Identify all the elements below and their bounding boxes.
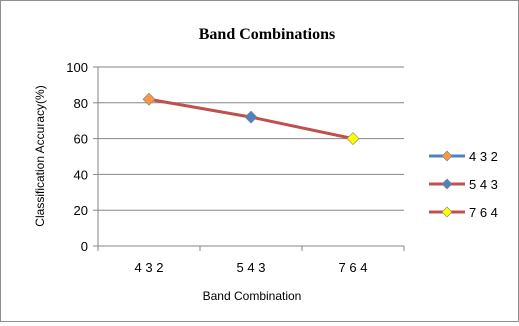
- legend-item: 7 6 4: [429, 205, 498, 220]
- y-tick-label: 100: [66, 60, 88, 75]
- data-point-marker: [346, 132, 360, 146]
- x-tick-label: 4 3 2: [135, 260, 164, 275]
- y-tick-label: 40: [74, 167, 88, 182]
- y-tick-label: 80: [74, 96, 88, 111]
- y-tick-label: 60: [74, 132, 88, 147]
- y-tick-label: 0: [81, 239, 88, 254]
- legend-label: 7 6 4: [469, 205, 498, 220]
- data-point-marker: [142, 92, 156, 106]
- chart-title: Band Combinations: [199, 26, 336, 43]
- legend-label: 5 4 3: [469, 177, 498, 192]
- line-chart: Band Combinations 0 20 40 60 80 100 4 3 2 5 4 …: [33, 26, 498, 303]
- legend: 4 3 2 5 4 3 7 6 4: [429, 149, 498, 220]
- legend-marker: [441, 206, 453, 218]
- x-tick-label: 7 6 4: [339, 260, 368, 275]
- legend-marker: [441, 178, 453, 190]
- y-tick-label: 20: [74, 203, 88, 218]
- legend-item: 4 3 2: [429, 149, 498, 164]
- x-tick-labels: 4 3 2 5 4 3 7 6 4: [135, 260, 368, 275]
- legend-marker: [441, 150, 453, 162]
- y-tick-labels: 0 20 40 60 80 100: [66, 60, 88, 254]
- y-axis-title: Classification Accuracy(%): [33, 85, 47, 226]
- axes: [93, 66, 405, 251]
- x-tick-label: 5 4 3: [237, 260, 266, 275]
- x-axis-title: Band Combination: [203, 289, 302, 303]
- legend-item: 5 4 3: [429, 177, 498, 192]
- data-markers: [142, 92, 360, 146]
- data-point-marker: [244, 110, 258, 124]
- legend-label: 4 3 2: [469, 149, 498, 164]
